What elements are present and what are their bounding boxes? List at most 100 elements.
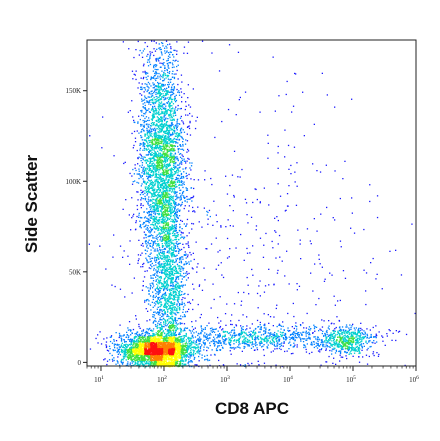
event-point xyxy=(158,217,161,219)
event-point xyxy=(176,275,178,278)
event-point xyxy=(167,118,169,120)
event-point xyxy=(163,73,165,75)
event-point xyxy=(131,341,133,343)
event-point xyxy=(166,97,168,99)
event-point xyxy=(153,334,155,336)
event-point xyxy=(125,354,127,356)
event-point xyxy=(206,354,208,357)
event-point xyxy=(172,197,174,199)
event-point xyxy=(140,160,142,162)
event-point xyxy=(148,243,150,245)
event-point xyxy=(191,115,193,117)
event-point xyxy=(376,334,378,337)
event-point xyxy=(351,212,353,214)
event-point xyxy=(181,303,183,305)
event-point xyxy=(147,144,149,146)
event-point xyxy=(139,147,142,149)
event-point xyxy=(153,241,155,243)
event-point xyxy=(342,270,345,272)
event-point xyxy=(221,120,223,123)
event-point xyxy=(195,344,198,346)
event-point xyxy=(168,242,170,245)
event-point xyxy=(175,330,177,332)
event-point xyxy=(180,248,183,251)
event-point xyxy=(321,72,323,74)
event-point xyxy=(268,268,270,270)
event-point xyxy=(164,103,166,105)
event-point xyxy=(183,183,185,186)
event-point xyxy=(178,148,180,150)
event-point xyxy=(164,47,166,49)
event-point xyxy=(273,344,275,346)
event-point xyxy=(163,125,165,128)
event-point xyxy=(173,88,175,90)
event-point xyxy=(169,298,171,300)
event-point xyxy=(183,207,185,210)
event-point xyxy=(180,160,182,162)
event-point xyxy=(204,170,206,172)
event-point xyxy=(254,340,256,342)
event-point xyxy=(369,329,371,331)
event-point xyxy=(231,174,234,176)
event-point xyxy=(177,135,180,137)
event-point xyxy=(175,172,177,174)
event-point xyxy=(152,198,154,200)
event-point xyxy=(167,279,169,281)
event-point xyxy=(165,321,167,323)
event-point xyxy=(179,209,181,211)
event-point xyxy=(169,119,172,121)
event-point xyxy=(147,298,149,301)
event-point xyxy=(158,169,161,171)
event-point xyxy=(147,235,149,238)
event-point xyxy=(142,332,144,334)
event-point xyxy=(181,291,183,293)
event-point xyxy=(164,310,166,313)
event-point xyxy=(159,233,162,235)
event-point xyxy=(178,304,181,307)
event-point xyxy=(216,349,219,352)
event-point xyxy=(184,254,186,256)
event-point xyxy=(152,165,155,168)
event-point xyxy=(373,354,375,357)
event-point xyxy=(314,330,316,332)
event-point xyxy=(117,353,119,355)
event-point xyxy=(172,196,174,198)
event-point xyxy=(320,348,322,351)
event-point xyxy=(173,253,175,256)
event-point xyxy=(159,291,161,293)
event-point xyxy=(346,332,348,334)
event-point xyxy=(352,355,354,357)
event-point xyxy=(151,186,153,188)
event-point xyxy=(113,359,115,362)
event-point xyxy=(329,339,331,342)
event-point xyxy=(191,267,193,269)
event-point xyxy=(206,210,208,213)
event-point xyxy=(198,340,200,342)
event-point xyxy=(192,88,194,90)
event-point xyxy=(192,195,195,197)
event-point xyxy=(172,251,174,254)
event-point xyxy=(343,329,345,332)
event-point xyxy=(247,345,249,347)
event-point xyxy=(358,361,361,363)
event-point xyxy=(348,348,350,350)
event-point xyxy=(146,211,148,214)
event-point xyxy=(146,167,148,169)
event-point xyxy=(138,54,140,56)
event-point xyxy=(248,345,251,347)
event-point xyxy=(171,122,173,125)
event-point xyxy=(334,330,336,332)
event-point xyxy=(358,356,360,358)
event-point xyxy=(144,216,147,218)
event-point xyxy=(105,268,107,270)
event-point xyxy=(189,337,191,339)
event-point xyxy=(326,94,328,96)
event-point xyxy=(149,319,151,321)
event-point xyxy=(149,127,152,129)
event-point xyxy=(112,349,114,351)
event-point xyxy=(172,118,174,120)
event-point xyxy=(168,109,170,111)
event-point xyxy=(163,279,165,281)
event-point xyxy=(173,150,175,152)
event-point xyxy=(151,246,153,248)
